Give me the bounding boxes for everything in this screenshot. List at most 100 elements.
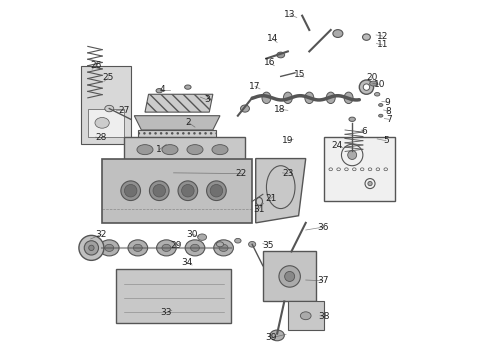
Ellipse shape [359, 80, 373, 94]
Polygon shape [102, 158, 252, 223]
Ellipse shape [162, 244, 171, 251]
Ellipse shape [369, 81, 377, 86]
Text: 3: 3 [205, 95, 210, 104]
Text: 19: 19 [282, 136, 293, 145]
Text: 10: 10 [374, 80, 386, 89]
Ellipse shape [156, 89, 163, 93]
Ellipse shape [349, 117, 355, 121]
Text: 38: 38 [318, 312, 330, 321]
Ellipse shape [95, 117, 109, 128]
Ellipse shape [262, 92, 271, 104]
Ellipse shape [191, 244, 199, 251]
Ellipse shape [207, 181, 226, 201]
Ellipse shape [89, 245, 94, 251]
Polygon shape [256, 158, 306, 223]
Text: 33: 33 [160, 309, 172, 318]
Polygon shape [123, 137, 245, 162]
Ellipse shape [121, 181, 141, 201]
Ellipse shape [182, 184, 194, 197]
Ellipse shape [214, 240, 233, 256]
Text: 14: 14 [267, 34, 278, 43]
Text: 13: 13 [284, 10, 295, 19]
Ellipse shape [270, 330, 284, 341]
Ellipse shape [99, 240, 119, 256]
Ellipse shape [312, 319, 321, 327]
Ellipse shape [79, 235, 104, 260]
Ellipse shape [333, 30, 343, 37]
Ellipse shape [178, 181, 197, 201]
Ellipse shape [279, 266, 300, 287]
Ellipse shape [235, 238, 241, 243]
Text: 29: 29 [171, 240, 182, 249]
Text: 36: 36 [317, 222, 329, 231]
Text: 25: 25 [103, 73, 114, 82]
Polygon shape [288, 301, 323, 330]
Ellipse shape [326, 92, 335, 104]
Polygon shape [263, 251, 317, 301]
Ellipse shape [305, 92, 314, 104]
Ellipse shape [149, 181, 169, 201]
Text: 35: 35 [262, 240, 273, 249]
Text: 20: 20 [367, 73, 378, 82]
Polygon shape [81, 66, 131, 144]
Ellipse shape [128, 240, 147, 256]
Ellipse shape [137, 145, 153, 155]
Polygon shape [117, 269, 231, 323]
Polygon shape [134, 116, 220, 130]
Text: 12: 12 [377, 32, 388, 41]
Ellipse shape [285, 271, 294, 282]
Text: 5: 5 [383, 136, 389, 145]
Text: 6: 6 [362, 127, 368, 136]
Text: 7: 7 [386, 115, 392, 124]
Text: 21: 21 [265, 194, 276, 203]
Ellipse shape [162, 145, 178, 155]
Ellipse shape [210, 184, 222, 197]
Ellipse shape [217, 242, 223, 247]
Text: 15: 15 [294, 70, 305, 79]
Ellipse shape [374, 93, 380, 96]
Polygon shape [145, 94, 213, 112]
Ellipse shape [219, 244, 228, 251]
Text: 18: 18 [274, 105, 286, 114]
Text: 1: 1 [156, 145, 162, 154]
Ellipse shape [348, 150, 357, 159]
Ellipse shape [300, 312, 311, 320]
Ellipse shape [153, 184, 166, 197]
Ellipse shape [157, 240, 176, 256]
Ellipse shape [363, 84, 369, 90]
Polygon shape [323, 137, 395, 202]
Text: 39: 39 [265, 333, 276, 342]
Ellipse shape [105, 105, 114, 112]
Ellipse shape [105, 244, 114, 251]
Ellipse shape [283, 92, 293, 104]
Ellipse shape [248, 242, 256, 247]
Text: 32: 32 [96, 230, 107, 239]
Text: 9: 9 [384, 98, 390, 107]
Polygon shape [138, 130, 217, 144]
Text: 27: 27 [119, 106, 130, 115]
Polygon shape [88, 109, 123, 137]
Text: 28: 28 [96, 133, 107, 142]
Text: 11: 11 [377, 40, 388, 49]
Ellipse shape [133, 244, 142, 251]
Ellipse shape [368, 181, 372, 186]
Ellipse shape [379, 104, 383, 107]
Text: 26: 26 [90, 61, 101, 70]
Ellipse shape [344, 92, 353, 104]
Ellipse shape [241, 105, 249, 112]
Text: 17: 17 [249, 82, 261, 91]
Ellipse shape [379, 114, 383, 117]
Text: 4: 4 [160, 85, 166, 94]
Ellipse shape [124, 184, 137, 197]
Ellipse shape [212, 145, 228, 155]
Text: 2: 2 [185, 118, 191, 127]
Ellipse shape [277, 52, 285, 58]
Text: 30: 30 [187, 230, 198, 239]
Text: 24: 24 [332, 141, 343, 150]
Text: 16: 16 [264, 58, 275, 67]
Text: 31: 31 [253, 205, 264, 214]
Text: 34: 34 [181, 258, 193, 267]
Text: 8: 8 [386, 107, 392, 116]
Ellipse shape [185, 85, 191, 89]
Ellipse shape [187, 145, 203, 155]
